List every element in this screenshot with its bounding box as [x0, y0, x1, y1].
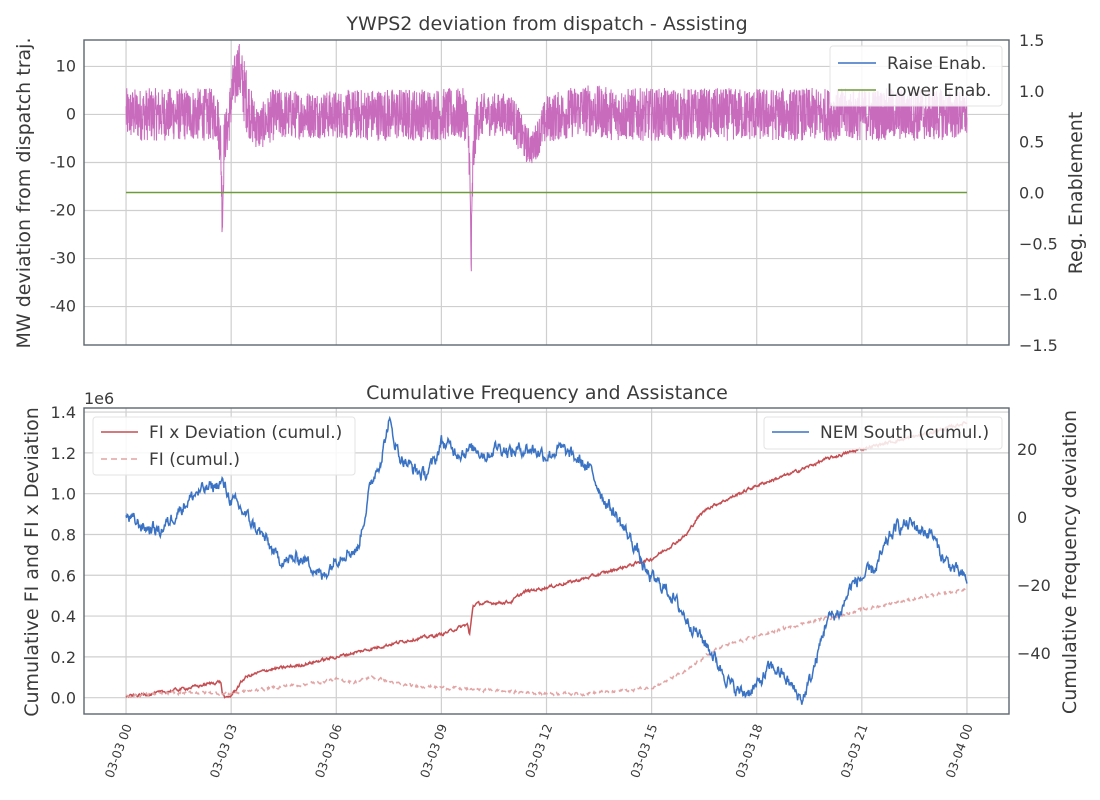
bottom-right-tick-labels: 20 0 −20 −40 [1017, 440, 1051, 663]
bottom-panel: 0.0 0.2 0.4 0.6 0.8 1.0 1.2 1.4 20 0 −20 −40 03-03… [21, 382, 1081, 780]
bottom-axes-frame [83, 407, 1010, 715]
top-left-tick-labels: 10 0 -10 -20 -30 -40 [50, 56, 76, 315]
bottom-chart-title: Cumulative Frequency and Assistance [366, 382, 728, 404]
bottom-ytick-label: 0.6 [51, 566, 76, 585]
legend-label-fi-cumul: FI (cumul.) [149, 450, 240, 470]
top-ytick-label: -30 [50, 249, 76, 268]
x-tick-label: 03-03 12 [522, 722, 555, 780]
top-ytick-label: 0 [66, 104, 76, 123]
top-ytick-label: -20 [50, 201, 76, 220]
top-y2tick-label: −1.0 [1019, 285, 1058, 304]
top-chart-title: YWPS2 deviation from dispatch - Assistin… [345, 13, 747, 35]
top-right-tick-labels: 1.5 1.0 0.5 0.0 −0.5 −1.0 −1.5 [1019, 31, 1058, 355]
bottom-series-layer [125, 415, 968, 705]
series-fi-x-deviation [125, 421, 968, 699]
x-tick-label: 03-03 00 [102, 722, 135, 780]
x-tick-label: 03-03 15 [627, 722, 660, 780]
legend-label-lower-enab: Lower Enab. [887, 81, 991, 101]
bottom-right-legend-box [763, 416, 1003, 450]
bottom-ytick-label: 0.2 [51, 648, 76, 667]
x-tick-label: 03-03 06 [312, 722, 345, 780]
top-ytick-label: 10 [56, 56, 76, 75]
bottom-right-legend: NEM South (cumul.) [763, 416, 1003, 450]
top-y2-axis-label: Reg. Enablement [1065, 112, 1087, 275]
top-panel: 10 0 -10 -20 -30 -40 1.5 1.0 0.5 0.0 −0.5 −1.0 −1.5… [13, 13, 1087, 355]
bottom-y-axis-label: Cumulative FI and FI x Deviation [21, 407, 43, 717]
top-series-layer [125, 43, 968, 272]
bottom-ytick-label: 1.0 [51, 485, 76, 504]
top-y2tick-label: 0.5 [1019, 133, 1044, 152]
series-mw-deviation [125, 43, 968, 272]
legend-label-fi-x-deviation: FI x Deviation (cumul.) [149, 423, 342, 443]
legend-label-nem-south: NEM South (cumul.) [820, 423, 989, 443]
bottom-ytick-label: 0.4 [51, 607, 76, 626]
bottom-ytick-label: 0.8 [51, 525, 76, 544]
bottom-left-legend: FI x Deviation (cumul.) FI (cumul.) [92, 416, 356, 476]
top-y2tick-label: 0.0 [1019, 184, 1044, 203]
series-nem-south [125, 415, 968, 705]
top-y2tick-label: −0.5 [1019, 234, 1058, 253]
top-y2tick-label: 1.0 [1019, 82, 1044, 101]
bottom-ytick-label: 1.4 [51, 403, 76, 422]
series-fi-cumul [125, 588, 968, 698]
bottom-y2tick-label: −20 [1017, 576, 1051, 595]
x-tick-label: 03-03 03 [207, 722, 240, 780]
offset-text: 1e6 [84, 389, 114, 408]
top-ytick-label: -10 [50, 152, 76, 171]
x-tick-label: 03-03 09 [417, 722, 450, 780]
bottom-ytick-label: 0.0 [51, 689, 76, 708]
bottom-y2tick-label: 0 [1017, 508, 1027, 527]
top-legend: Raise Enab. Lower Enab. [829, 45, 1003, 107]
x-tick-label: 03-03 18 [732, 722, 765, 780]
bottom-left-legend-box [92, 416, 356, 476]
top-axes-frame [83, 39, 1010, 346]
top-y-axis-label: MW deviation from dispatch traj. [13, 38, 35, 349]
bottom-y2-axis-label: Cumulative frequency deviation [1059, 410, 1081, 714]
top-y2tick-label: 1.5 [1019, 31, 1044, 50]
top-legend-box [829, 45, 1003, 107]
x-tick-label: 03-03 21 [837, 722, 870, 780]
x-tick-labels: 03-03 00 03-03 03 03-03 06 03-03 09 03-03 12… [102, 722, 976, 780]
bottom-y2tick-label: −40 [1017, 644, 1051, 663]
legend-label-raise-enab: Raise Enab. [887, 54, 986, 74]
top-ytick-label: -40 [50, 297, 76, 316]
bottom-ytick-label: 1.2 [51, 444, 76, 463]
bottom-left-tick-labels: 0.0 0.2 0.4 0.6 0.8 1.0 1.2 1.4 [51, 403, 76, 708]
bottom-y2tick-label: 20 [1017, 440, 1037, 459]
x-tick-label: 03-04 00 [942, 722, 975, 780]
top-y2tick-label: −1.5 [1019, 336, 1058, 355]
